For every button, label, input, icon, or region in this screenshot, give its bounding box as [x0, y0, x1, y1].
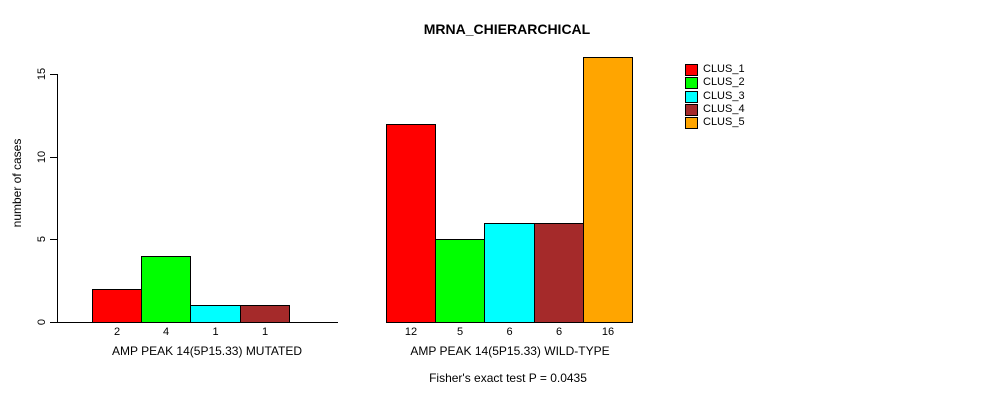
y-tick-label-0: 0: [36, 318, 48, 326]
legend-label: CLUS_3: [703, 90, 745, 102]
bar-clus_4-group1: [240, 305, 290, 323]
fisher-test-annotation: Fisher's exact test P = 0.0435: [429, 371, 587, 385]
y-tick-mark-15: [50, 74, 57, 75]
legend-item-clus_1: CLUS_1: [685, 63, 745, 76]
bar-count-label: 2: [113, 326, 121, 338]
bar-count-label: 5: [456, 326, 464, 338]
bar-clus_4-group2: [534, 223, 584, 323]
bar-clus_5-group2: [583, 57, 633, 323]
legend-swatch-icon: [685, 76, 698, 89]
y-tick-mark-0: [50, 322, 57, 323]
legend-swatch-icon: [685, 116, 698, 129]
bar-count-label: 4: [162, 326, 170, 338]
legend-item-clus_5: CLUS_5: [685, 116, 745, 129]
legend-swatch-icon: [685, 103, 698, 116]
legend-label: CLUS_2: [703, 76, 745, 88]
bar-count-label: 16: [601, 326, 615, 338]
y-axis-line: [57, 74, 58, 323]
y-tick-mark-5: [50, 239, 57, 240]
bar-count-label: 6: [555, 326, 563, 338]
chart-title: MRNA_CHIERARCHICAL: [423, 21, 591, 37]
legend-item-clus_4: CLUS_4: [685, 103, 745, 116]
legend-label: CLUS_4: [703, 103, 745, 115]
bar-clus_2-group2: [435, 239, 485, 323]
bar-clus_2-group1: [141, 256, 191, 323]
y-tick-mark-10: [50, 157, 57, 158]
legend-label: CLUS_1: [703, 63, 745, 75]
legend-label: CLUS_5: [703, 116, 745, 128]
bar-clus_1-group2: [386, 124, 436, 323]
y-axis-label: number of cases: [10, 138, 24, 228]
legend-swatch-icon: [685, 90, 698, 103]
group-label-wild-type: AMP PEAK 14(5P15.33) WILD-TYPE: [410, 344, 610, 358]
y-tick-label-5: 5: [36, 235, 48, 243]
y-tick-label-15: 15: [36, 67, 48, 81]
bar-clus_3-group1: [190, 305, 241, 323]
y-tick-label-10: 10: [36, 150, 48, 164]
bar-count-label: 1: [261, 326, 269, 338]
bar-clus_1-group1: [92, 289, 142, 323]
legend-item-clus_3: CLUS_3: [685, 90, 745, 103]
bar-clus_3-group2: [484, 223, 535, 323]
bar-count-label: 6: [506, 326, 513, 338]
bar-count-label: 1: [212, 326, 219, 338]
legend-swatch-icon: [685, 63, 698, 76]
legend-item-clus_2: CLUS_2: [685, 76, 745, 89]
bar-count-label: 12: [404, 326, 418, 338]
group-label-mutated: AMP PEAK 14(5P15.33) MUTATED: [111, 344, 303, 358]
